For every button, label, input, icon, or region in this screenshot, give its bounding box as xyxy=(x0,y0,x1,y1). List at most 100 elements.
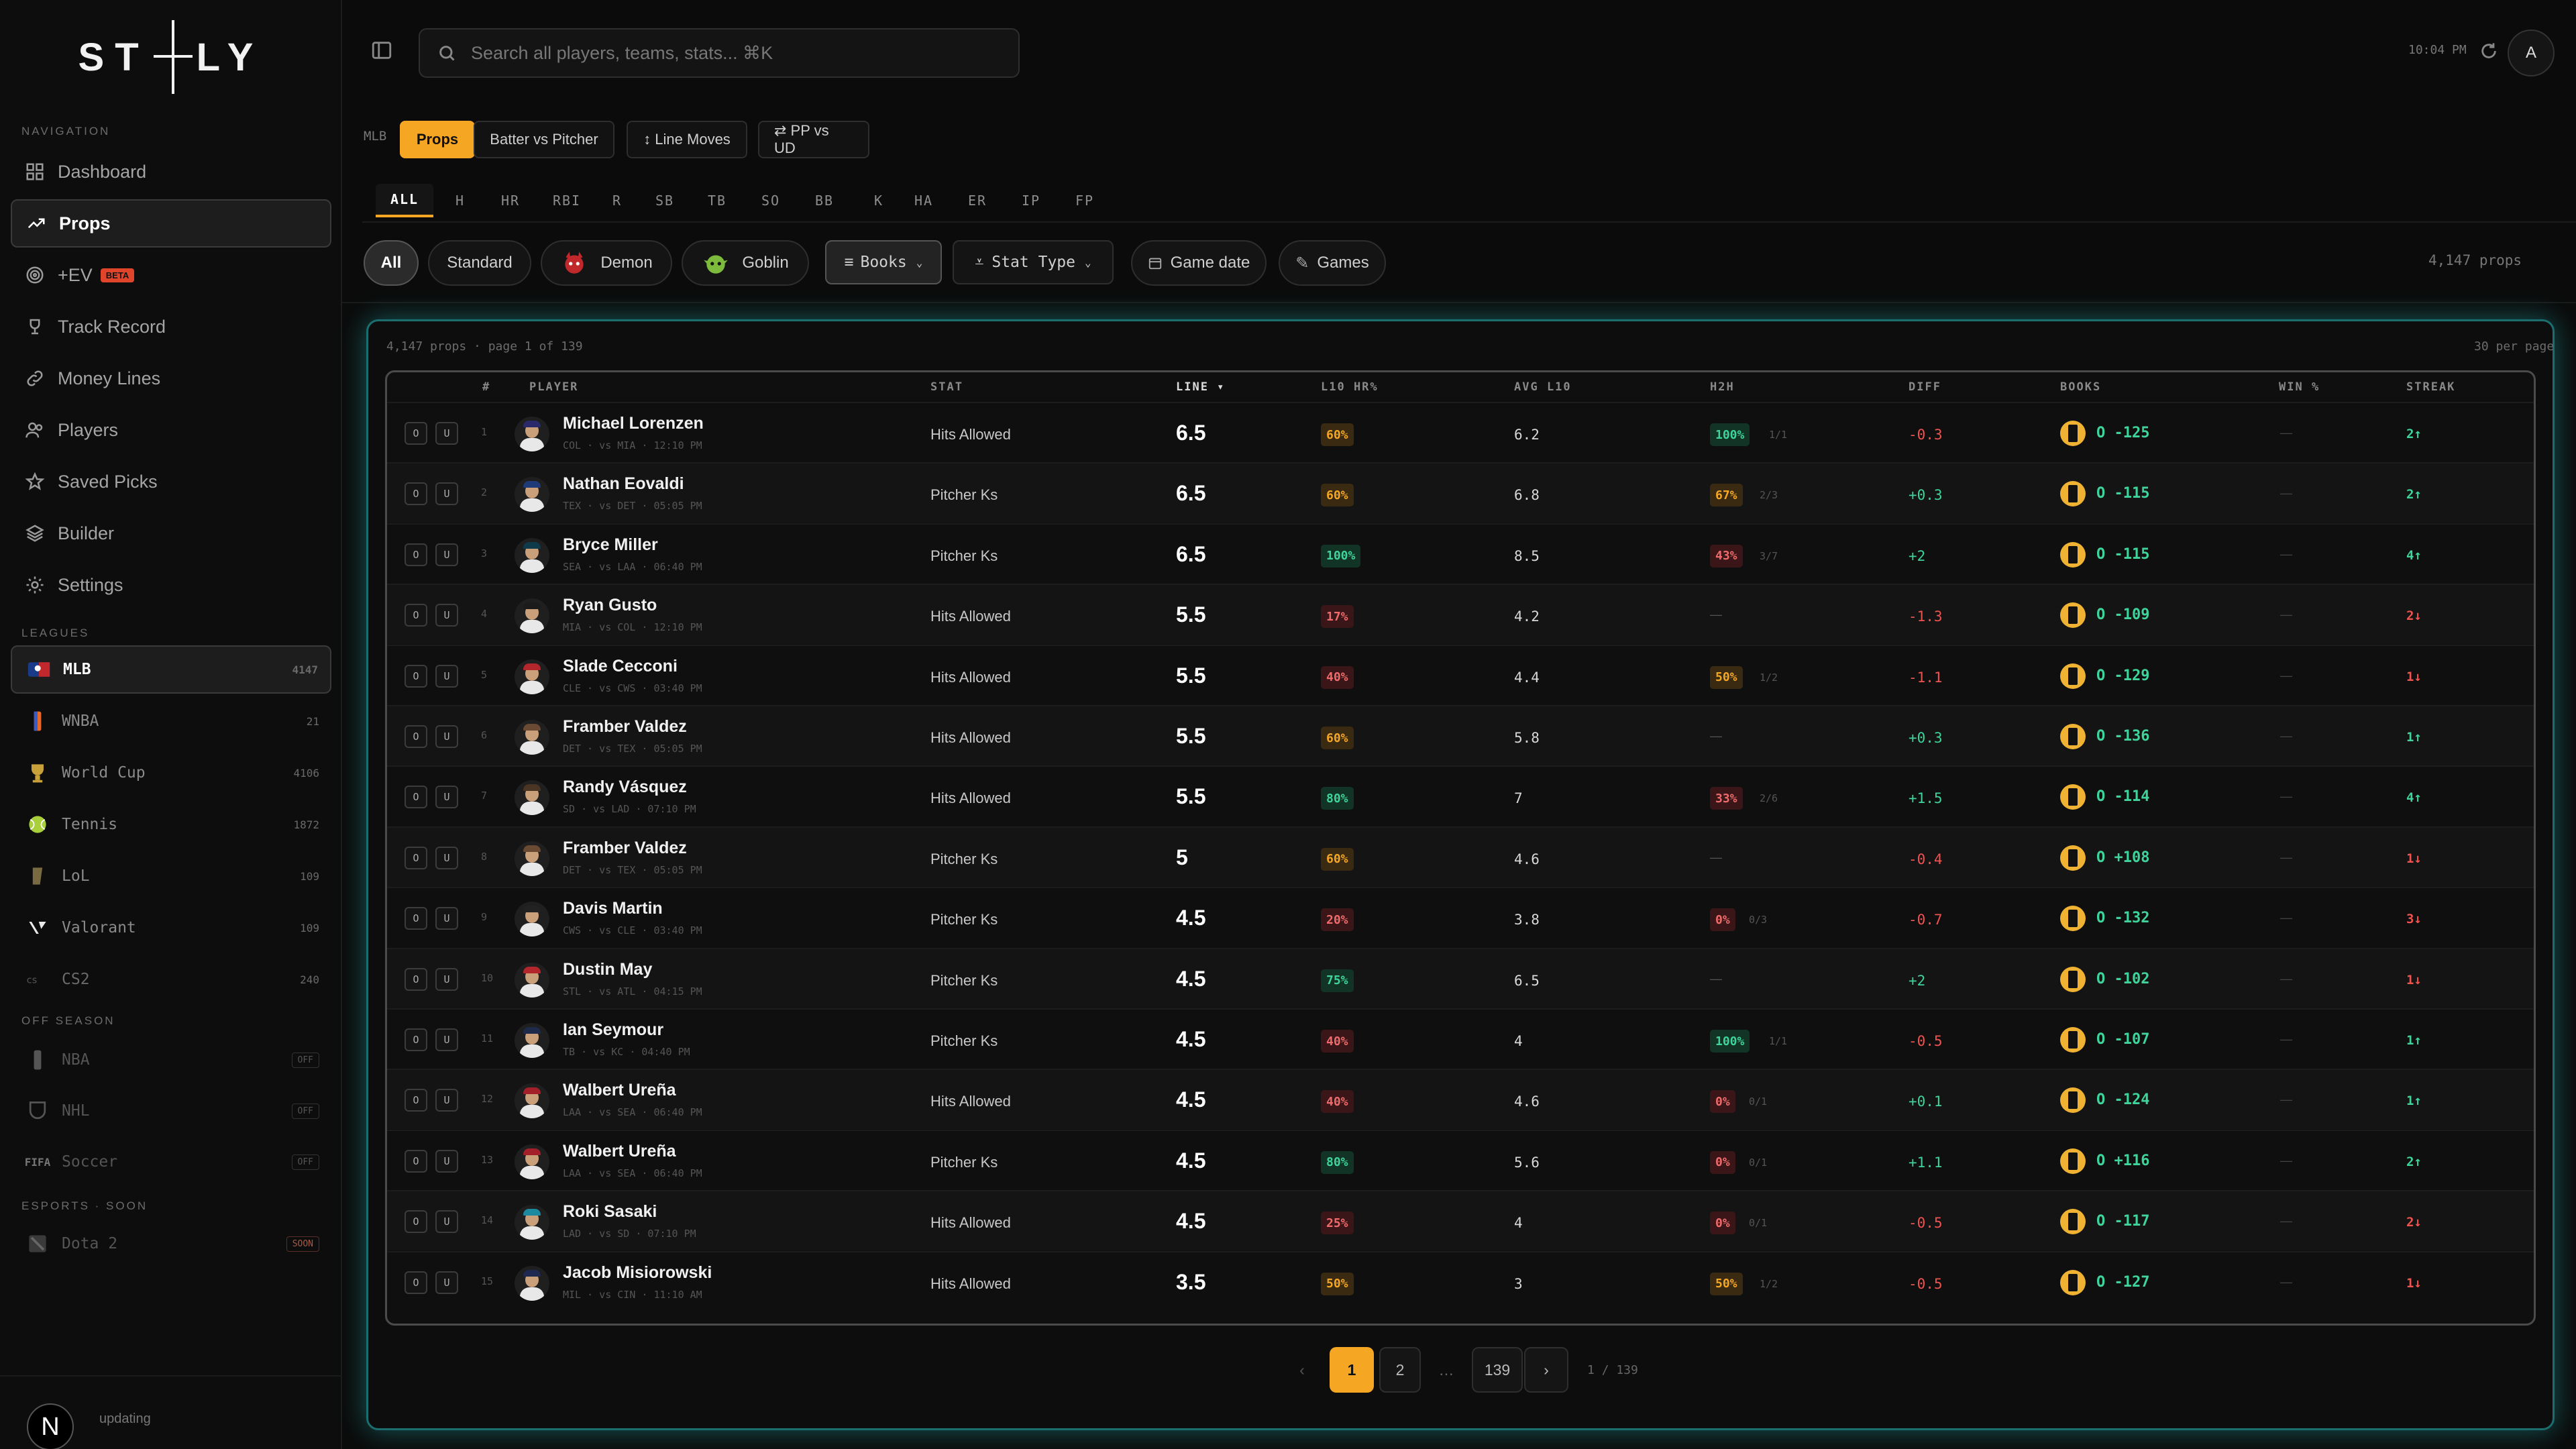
games-filter[interactable]: ✎ Games xyxy=(1279,240,1386,286)
odds-value[interactable]: O -107 xyxy=(2096,1031,2150,1048)
league-item-wnba[interactable]: WNBA 21 xyxy=(11,697,331,745)
stat-tab-hr[interactable]: HR xyxy=(500,193,521,209)
over-button[interactable]: O xyxy=(405,786,427,809)
player-name[interactable]: Ryan Gusto xyxy=(563,596,657,615)
sportsbook-logo-icon[interactable] xyxy=(2060,481,2086,507)
game-date-filter[interactable]: Game date xyxy=(1131,240,1267,286)
sportsbook-logo-icon[interactable] xyxy=(2060,1027,2086,1053)
player-name[interactable]: Jacob Misiorowski xyxy=(563,1263,712,1282)
next-page-button[interactable]: › xyxy=(1524,1347,1568,1393)
over-button[interactable]: O xyxy=(405,907,427,930)
under-button[interactable]: U xyxy=(435,1210,458,1234)
over-button[interactable]: O xyxy=(405,1089,427,1112)
odds-value[interactable]: O -129 xyxy=(2096,667,2150,684)
player-name[interactable]: Michael Lorenzen xyxy=(563,414,704,433)
league-item-valorant[interactable]: Valorant 109 xyxy=(11,904,331,952)
books-filter[interactable]: ≡ Books ⌄ xyxy=(825,240,942,284)
over-button[interactable]: O xyxy=(405,543,427,566)
table-row[interactable]: O U 11 Ian Seymour TB · vs KC · 04:40 PM Pitc… xyxy=(387,1008,2534,1069)
odds-value[interactable]: O -115 xyxy=(2096,545,2150,563)
app-logo[interactable]: ST LY xyxy=(0,0,342,114)
sportsbook-logo-icon[interactable] xyxy=(2060,906,2086,932)
sportsbook-logo-icon[interactable] xyxy=(2060,1148,2086,1174)
player-name[interactable]: Framber Valdez xyxy=(563,838,687,857)
sportsbook-logo-icon[interactable] xyxy=(2060,784,2086,810)
sidebar-toggle-button[interactable] xyxy=(370,39,393,62)
col-l10[interactable]: L10 HR% xyxy=(1321,380,1379,394)
under-button[interactable]: U xyxy=(435,664,458,688)
col-stat[interactable]: STAT xyxy=(930,380,963,394)
player-name[interactable]: Framber Valdez xyxy=(563,717,687,736)
col-diff[interactable]: DIFF xyxy=(1909,380,1941,394)
off-league-soccer[interactable]: FIFA Soccer OFF xyxy=(11,1138,331,1186)
page-1-button[interactable]: 1 xyxy=(1330,1347,1374,1393)
league-item-world-cup[interactable]: World Cup 4106 xyxy=(11,749,331,797)
stat-tab-er[interactable]: ER xyxy=(967,193,987,209)
over-button[interactable]: O xyxy=(405,482,427,506)
odds-value[interactable]: O -124 xyxy=(2096,1091,2150,1109)
table-row[interactable]: O U 13 Walbert Ureña LAA · vs SEA · 06:40 PM… xyxy=(387,1129,2534,1190)
mode-batter-vs-pitcher[interactable]: Batter vs Pitcher xyxy=(474,121,614,158)
league-item-mlb[interactable]: MLB 4147 xyxy=(11,645,331,694)
nav-item-ev[interactable]: +EV BETA xyxy=(11,251,331,299)
prev-page-button[interactable]: ‹ xyxy=(1285,1347,1319,1393)
odds-value[interactable]: O -115 xyxy=(2096,485,2150,502)
nav-item-saved-picks[interactable]: Saved Picks xyxy=(11,458,331,506)
player-name[interactable]: Davis Martin xyxy=(563,899,663,918)
pp-vs-ud-button[interactable]: ⇄ PP vs UD xyxy=(758,121,869,158)
player-name[interactable]: Nathan Eovaldi xyxy=(563,474,684,494)
stat-type-filter[interactable]: ⩡ Stat Type ⌄ xyxy=(953,240,1114,284)
stat-tab-so[interactable]: SO xyxy=(761,193,781,209)
under-button[interactable]: U xyxy=(435,907,458,930)
col-line[interactable]: LINE ▾ xyxy=(1176,380,1226,394)
nav-item-track-record[interactable]: Track Record xyxy=(11,303,331,351)
under-button[interactable]: U xyxy=(435,422,458,445)
nav-item-props[interactable]: Props xyxy=(11,199,331,248)
col-player[interactable]: PLAYER xyxy=(529,380,579,394)
col-h2h[interactable]: H2H xyxy=(1710,380,1735,394)
odds-value[interactable]: O -117 xyxy=(2096,1213,2150,1230)
stat-tab-all[interactable]: ALL xyxy=(376,184,433,217)
table-row[interactable]: O U 10 Dustin May STL · vs ATL · 04:15 PM Pit… xyxy=(387,947,2534,1008)
line-moves-button[interactable]: ↕ Line Moves xyxy=(627,121,747,158)
table-row[interactable]: O U 9 Davis Martin CWS · vs CLE · 03:40 PM Pi… xyxy=(387,887,2534,947)
under-button[interactable]: U xyxy=(435,482,458,506)
table-row[interactable]: O U 8 Framber Valdez DET · vs TEX · 05:05 PM… xyxy=(387,826,2534,887)
off-league-nba[interactable]: NBA OFF xyxy=(11,1036,331,1084)
player-name[interactable]: Ian Seymour xyxy=(563,1020,664,1039)
under-button[interactable]: U xyxy=(435,1271,458,1294)
over-button[interactable]: O xyxy=(405,967,427,991)
odds-value[interactable]: O -114 xyxy=(2096,788,2150,806)
nav-item-settings[interactable]: Settings xyxy=(11,561,331,609)
table-row[interactable]: O U 4 Ryan Gusto MIA · vs COL · 12:10 PM Hits… xyxy=(387,584,2534,645)
stat-tab-ip[interactable]: IP xyxy=(1021,193,1041,209)
under-button[interactable]: U xyxy=(435,604,458,627)
league-item-tennis[interactable]: Tennis 1872 xyxy=(11,800,331,849)
stat-tab-ha[interactable]: HA xyxy=(914,193,934,209)
sportsbook-logo-icon[interactable] xyxy=(2060,845,2086,871)
stat-tab-tb[interactable]: TB xyxy=(707,193,727,209)
search-input[interactable]: Search all players, teams, stats... ⌘K xyxy=(419,28,1020,78)
sportsbook-logo-icon[interactable] xyxy=(2060,1269,2086,1295)
over-button[interactable]: O xyxy=(405,1271,427,1294)
table-row[interactable]: O U 12 Walbert Ureña LAA · vs SEA · 06:40 PM… xyxy=(387,1069,2534,1130)
table-row[interactable]: O U 5 Slade Cecconi CLE · vs CWS · 03:40 PM H… xyxy=(387,644,2534,705)
sportsbook-logo-icon[interactable] xyxy=(2060,1209,2086,1235)
odds-value[interactable]: O -109 xyxy=(2096,606,2150,624)
under-button[interactable]: U xyxy=(435,1149,458,1173)
table-row[interactable]: O U 7 Randy Vásquez SD · vs LAD · 07:10 PM Hi… xyxy=(387,765,2534,826)
stat-tab-r[interactable]: R xyxy=(612,193,623,209)
odds-value[interactable]: O -132 xyxy=(2096,910,2150,927)
player-name[interactable]: Roki Sasaki xyxy=(563,1202,657,1222)
player-name[interactable]: Walbert Ureña xyxy=(563,1081,676,1100)
under-button[interactable]: U xyxy=(435,786,458,809)
under-button[interactable]: U xyxy=(435,1028,458,1051)
table-row[interactable]: O U 2 Nathan Eovaldi TEX · vs DET · 05:05 PM… xyxy=(387,462,2534,523)
nav-item-players[interactable]: Players xyxy=(11,406,331,454)
stat-tab-rbi[interactable]: RBI xyxy=(552,193,582,209)
over-button[interactable]: O xyxy=(405,664,427,688)
refresh-button[interactable] xyxy=(2479,42,2498,60)
col-win[interactable]: WIN % xyxy=(2279,380,2320,394)
page-last-button[interactable]: 139 xyxy=(1472,1347,1523,1393)
odds-value[interactable]: O -136 xyxy=(2096,728,2150,745)
